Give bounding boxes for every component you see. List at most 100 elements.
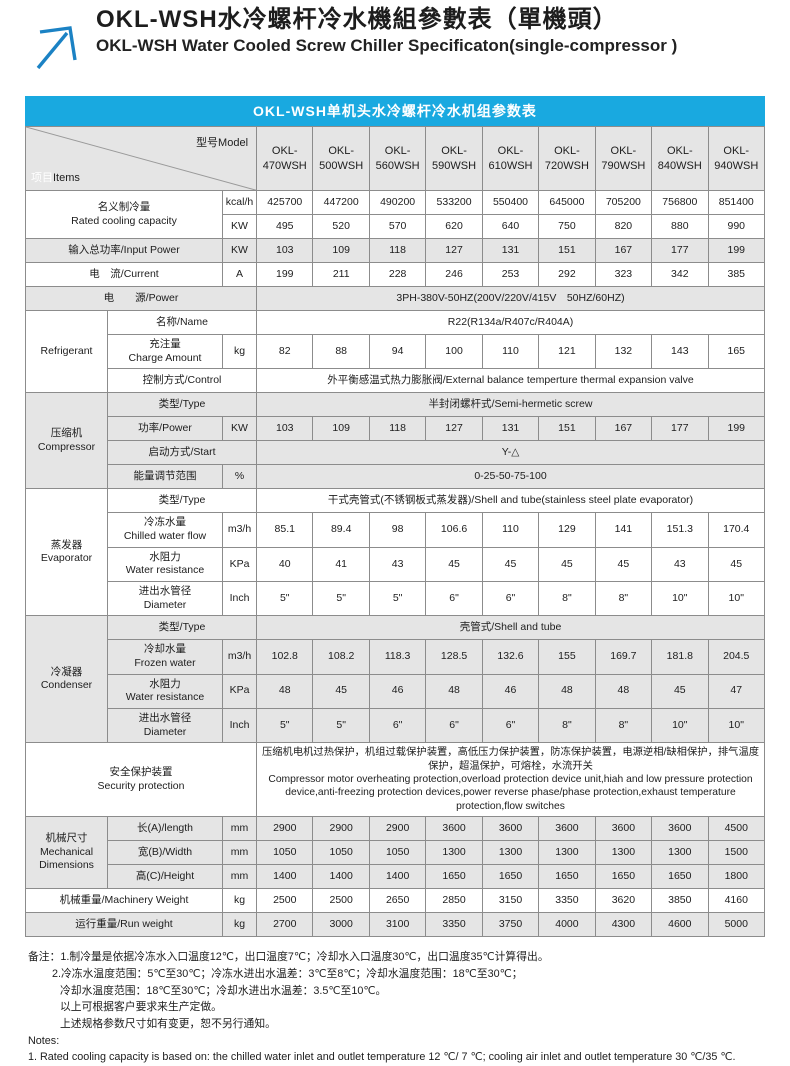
value-cell: 169.7 <box>594 639 653 675</box>
value-cell: 2900 <box>256 816 314 842</box>
value-cell: 705200 <box>594 190 653 216</box>
value-cell: 4600 <box>651 912 709 938</box>
unit-cell: m3/h <box>221 512 258 548</box>
value-cell: 3600 <box>651 816 709 842</box>
spec-table-body: 名义制冷量 Rated cooling capacity kcal/h 425700… <box>24 190 766 938</box>
value-start-mode: Y-△ <box>256 440 765 466</box>
table-row: 高(C)/Height mm 1400 1400 1400 1650 1650 1650 165… <box>26 864 766 890</box>
value-cell: 6" <box>425 581 483 617</box>
value-cell: 645000 <box>538 190 596 216</box>
table-row: 蒸发器 Evaporator 类型/Type 干式壳管式(不锈钢板式蒸发器)/She… <box>25 488 765 617</box>
value-cell: 4500 <box>707 816 766 842</box>
unit-cell: KW <box>221 416 258 442</box>
label-width: 宽(B)/Width <box>107 840 223 866</box>
value-cell: 110 <box>481 334 540 370</box>
value-cell: 1800 <box>707 864 766 890</box>
value-cell: 132.6 <box>481 639 540 675</box>
unit-cell: % <box>221 464 258 490</box>
value-cell: 447200 <box>312 190 370 216</box>
table-row: 进出水管径 Diameter Inch 5" 5" 6" 6" 6" 8" 8" 10" 10" <box>26 707 766 744</box>
value-power-supply: 3PH-380V-50HZ(200V/220V/415V 50HZ/60HZ) <box>256 286 765 312</box>
value-cell: 211 <box>312 262 370 288</box>
table-row: 电 流/Current A 199 211 228 246 253 292 323 342 385 <box>25 262 766 288</box>
note-line: 备注：1.制冷量是依据冷冻水入口温度12℃，出口温度7℃；冷却水入口温度30℃，… <box>28 951 549 964</box>
table-row: 功率/Power KW 103 109 118 127 131 151 167 177 199 <box>26 416 766 442</box>
label-cond-diameter: 进出水管径 Diameter <box>107 707 223 744</box>
value-cell: 1300 <box>594 840 653 866</box>
label-height: 高(C)/Height <box>107 864 223 890</box>
label-current: 电 流/Current <box>25 262 223 288</box>
label-evap-water-resistance: 水阻力 Water resistance <box>107 546 223 583</box>
group-condenser: 冷凝器 Condenser <box>25 615 108 744</box>
value-cell: 45 <box>312 673 370 709</box>
table-row: 冷却水量 Frozen water m3/h 102.8 108.2 118.3 128.… <box>26 639 766 675</box>
value-cell: 2500 <box>256 888 314 914</box>
value-compressor-type: 半封闭螺杆式/Semi-hermetic screw <box>256 392 765 418</box>
value-cell: 8" <box>594 707 653 744</box>
value-cell: 2850 <box>425 888 483 914</box>
value-cell: 45 <box>651 673 709 709</box>
label-machinery-weight: 机械重量/Machinery Weight <box>25 888 223 914</box>
label-control: 控制方式/Control <box>106 368 258 394</box>
unit-cell: kg <box>221 912 258 938</box>
value-cell: 43 <box>651 546 709 583</box>
value-refrigerant-name: R22(R134a/R407c/R404A) <box>256 310 765 336</box>
value-cell: 128.5 <box>425 639 483 675</box>
table-row: 机械重量/Machinery Weight kg 2500 2500 2650 2850 3… <box>25 888 766 914</box>
table-row: 输入总功率/Input Power KW 103 109 118 127 131 151 167… <box>25 238 766 264</box>
table-row: 运行重量/Run weight kg 2700 3000 3100 3350 3750 400… <box>25 912 766 938</box>
model-header-cell: OKL- 720WSH <box>538 125 596 192</box>
value-cell: 3100 <box>368 912 427 938</box>
value-cell: 6" <box>368 707 427 744</box>
value-cell: 129 <box>538 512 596 548</box>
label-rated-cooling-capacity: 名义制冷量 Rated cooling capacity <box>25 190 223 240</box>
value-cell: 1050 <box>256 840 314 866</box>
value-cell: 2650 <box>368 888 427 914</box>
label-energy-adjust-range: 能量调节范围 <box>107 464 223 490</box>
note-line: 冷却水温度范围：18℃至30℃；冷却水进出水温差：3.5℃至10℃。 <box>60 984 387 997</box>
model-header-row: 项目Items 型号Model OKL- 470WSH OKL- 500WSH OK… <box>24 125 766 192</box>
value-cell: 100 <box>425 334 483 370</box>
value-cell: 103 <box>256 238 314 264</box>
value-cell: 204.5 <box>707 639 766 675</box>
value-cell: 199 <box>707 238 766 264</box>
table-row: 控制方式/Control 外平衡感温式热力膨胀阀/External balance… <box>26 368 765 394</box>
table-row: 安全保护装置 Security protection 压缩机电机过热保护，机组过载… <box>24 742 765 818</box>
value-cell: 102.8 <box>256 639 314 675</box>
note-line: Notes: <box>28 1034 60 1047</box>
model-header-cell: OKL- 590WSH <box>425 125 483 192</box>
unit-cell: Inch <box>221 707 258 744</box>
label-input-power: 输入总功率/Input Power <box>25 238 223 264</box>
unit-cell: KW <box>221 214 258 240</box>
value-cell: 570 <box>368 214 427 240</box>
value-cell: 181.8 <box>651 639 709 675</box>
value-cell: 10" <box>651 581 709 617</box>
page-title-zh: OKL-WSH水冷螺杆冷水機組參數表（單機頭） <box>96 6 618 33</box>
table-row: 进出水管径 Diameter Inch 5" 5" 5" 6" 6" 8" 8" 10" 10" <box>26 581 766 617</box>
value-cell: 177 <box>651 238 709 264</box>
value-cell: 98 <box>368 512 427 548</box>
value-cell: 3600 <box>425 816 483 842</box>
table-row: 充注量 Charge Amount kg 82 88 94 100 110 121 132 143… <box>26 334 766 370</box>
unit-cell: kg <box>221 334 258 370</box>
table-row: 水阻力 Water resistance KPa 48 45 46 48 46 48 48 45 4… <box>26 673 766 709</box>
items-label-en: Items <box>53 171 80 184</box>
value-cell: 5" <box>368 581 427 617</box>
value-cell: 3600 <box>481 816 540 842</box>
value-cell: 4000 <box>538 912 596 938</box>
value-cell: 48 <box>256 673 314 709</box>
value-cell: 5" <box>256 581 314 617</box>
unit-cell: m3/h <box>221 639 258 675</box>
label-chilled-water-flow: 冷冻水量 Chilled water flow <box>107 512 223 548</box>
unit-cell: Inch <box>221 581 258 617</box>
value-cell: 151 <box>538 416 596 442</box>
value-cell: 820 <box>594 214 653 240</box>
group-evaporator: 蒸发器 Evaporator <box>25 488 108 617</box>
value-cell: 1400 <box>256 864 314 890</box>
table-row: 宽(B)/Width mm 1050 1050 1050 1300 1300 1300 1300… <box>26 840 766 866</box>
value-cell: 45 <box>425 546 483 583</box>
spec-sheet-page: OKL-WSH水冷螺杆冷水機組參數表（單機頭） OKL-WSH Water Co… <box>24 6 766 1063</box>
value-cell: 127 <box>425 238 483 264</box>
unit-cell: KPa <box>221 673 258 709</box>
unit-cell: kcal/h <box>221 190 258 216</box>
